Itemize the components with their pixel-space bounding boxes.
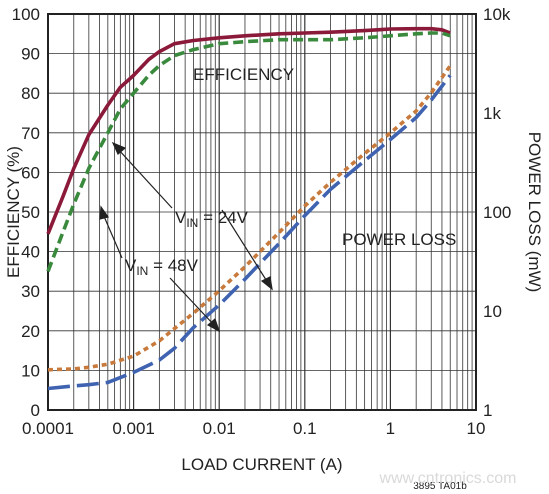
efficiency-curve-dashed [46, 31, 451, 273]
figure-code: 3895 TA01b [413, 481, 467, 492]
y-left-axis-title: EFFICIENCY (%) [4, 146, 23, 278]
arrowhead-48v-power-loss [206, 317, 221, 333]
series-layer [46, 26, 452, 391]
y-left-tick-label: 10 [21, 361, 40, 380]
arrowhead-48v-efficiency [99, 205, 109, 220]
watermark: www.cntronics.com [379, 470, 517, 487]
x-tick-label: 10 [467, 419, 486, 438]
vin-24v-prefix: V [175, 208, 187, 227]
arrow-48v-to-efficiency [102, 213, 123, 259]
vin-48v-label: VIN = 48V [125, 256, 199, 278]
y-left-tick-label: 90 [21, 45, 40, 64]
x-tick-label: 0.01 [203, 419, 236, 438]
y-left-tick-label: 70 [21, 124, 40, 143]
y-right-tick-label: 10 [483, 302, 502, 321]
vin-48v-suffix: = 48V [148, 256, 198, 275]
vin-24v-suffix: = 24V [198, 208, 248, 227]
plot-frame [47, 13, 477, 411]
efficiency-label: EFFICIENCY [193, 65, 294, 84]
arrow-24v-to-power-loss [221, 209, 269, 284]
vin-48v-sub: IN [136, 264, 148, 278]
x-tick-label: 0.0001 [22, 419, 74, 438]
arrow-48v-to-power-loss [169, 277, 215, 326]
power_loss-curve-long-dash [47, 74, 452, 391]
y-left-tick-label: 80 [21, 84, 40, 103]
annotation-arrows [99, 141, 273, 333]
efficiency-curve-solid [46, 26, 451, 235]
y-left-tick-label: 30 [21, 282, 40, 301]
vin-24v-sub: IN [186, 216, 198, 230]
x-tick-label: 0.001 [112, 419, 155, 438]
arrowhead-24v-power-loss [260, 276, 273, 291]
y-left-tick-label: 50 [21, 203, 40, 222]
arrowhead-24v-efficiency [111, 141, 127, 155]
y-left-tick-label: 100 [12, 5, 40, 24]
tick-labels: 0.0001 0.001 0.01 0.1 1 100102030405060708090… [12, 5, 512, 438]
x-axis-title: LOAD CURRENT (A) [181, 455, 342, 474]
y-right-tick-label: 1k [483, 104, 501, 123]
vin-48v-prefix: V [125, 256, 137, 275]
y-left-tick-label: 60 [21, 163, 40, 182]
arrow-24v-to-efficiency [117, 148, 173, 209]
vin-24v-label: VIN = 24V [175, 208, 249, 230]
y-left-tick-label: 0 [31, 401, 40, 420]
y-right-tick-label: 1 [483, 401, 492, 420]
y-left-tick-label: 40 [21, 243, 40, 262]
y-right-tick-label: 10k [483, 5, 511, 24]
power-loss-label: POWER LOSS [342, 230, 456, 249]
y-left-tick-label: 20 [21, 322, 40, 341]
grid [47, 14, 476, 410]
x-tick-label: 1 [386, 419, 395, 438]
x-tick-label: 0.1 [293, 419, 317, 438]
y-right-axis-title: POWER LOSS (mW) [525, 132, 544, 293]
y-right-tick-label: 100 [483, 203, 511, 222]
